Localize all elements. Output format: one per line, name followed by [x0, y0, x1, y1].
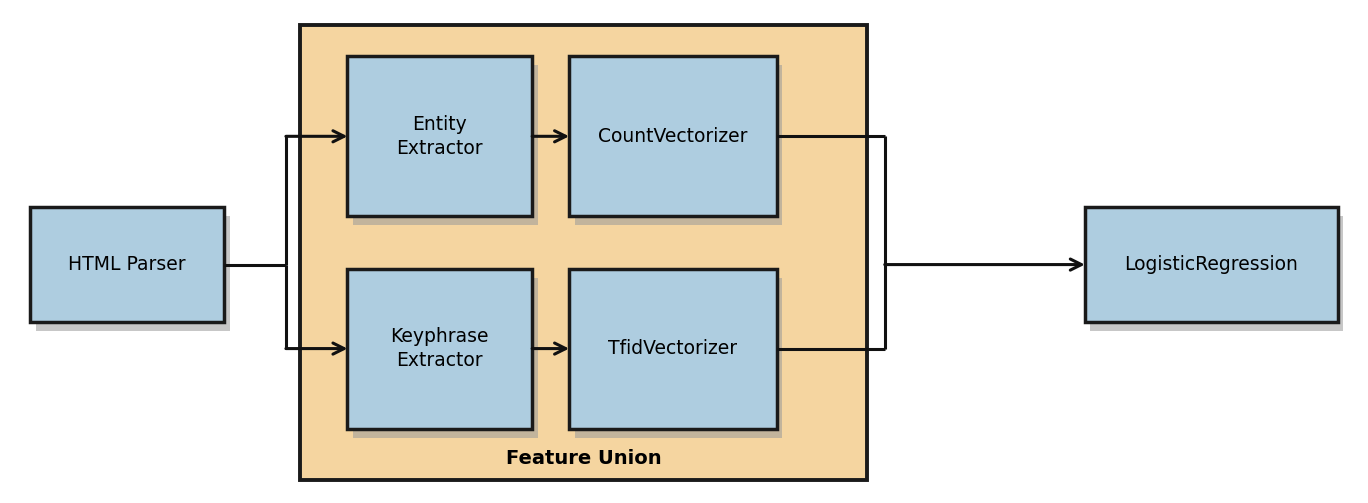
FancyBboxPatch shape — [300, 25, 867, 480]
FancyBboxPatch shape — [1090, 216, 1343, 331]
FancyBboxPatch shape — [353, 278, 538, 438]
FancyBboxPatch shape — [575, 65, 782, 225]
Text: LogisticRegression: LogisticRegression — [1124, 255, 1298, 274]
Text: Entity
Extractor: Entity Extractor — [397, 115, 483, 157]
FancyBboxPatch shape — [1085, 207, 1338, 322]
Text: TfidVectorizer: TfidVectorizer — [609, 339, 737, 358]
Text: Keyphrase
Extractor: Keyphrase Extractor — [390, 327, 490, 370]
Text: HTML Parser: HTML Parser — [68, 255, 186, 274]
FancyBboxPatch shape — [575, 278, 782, 438]
FancyBboxPatch shape — [30, 207, 224, 322]
FancyBboxPatch shape — [353, 65, 538, 225]
FancyBboxPatch shape — [36, 216, 230, 331]
FancyBboxPatch shape — [569, 56, 777, 216]
FancyBboxPatch shape — [569, 269, 777, 429]
FancyBboxPatch shape — [347, 56, 532, 216]
Text: CountVectorizer: CountVectorizer — [598, 127, 748, 146]
Text: Feature Union: Feature Union — [506, 449, 661, 468]
FancyBboxPatch shape — [347, 269, 532, 429]
